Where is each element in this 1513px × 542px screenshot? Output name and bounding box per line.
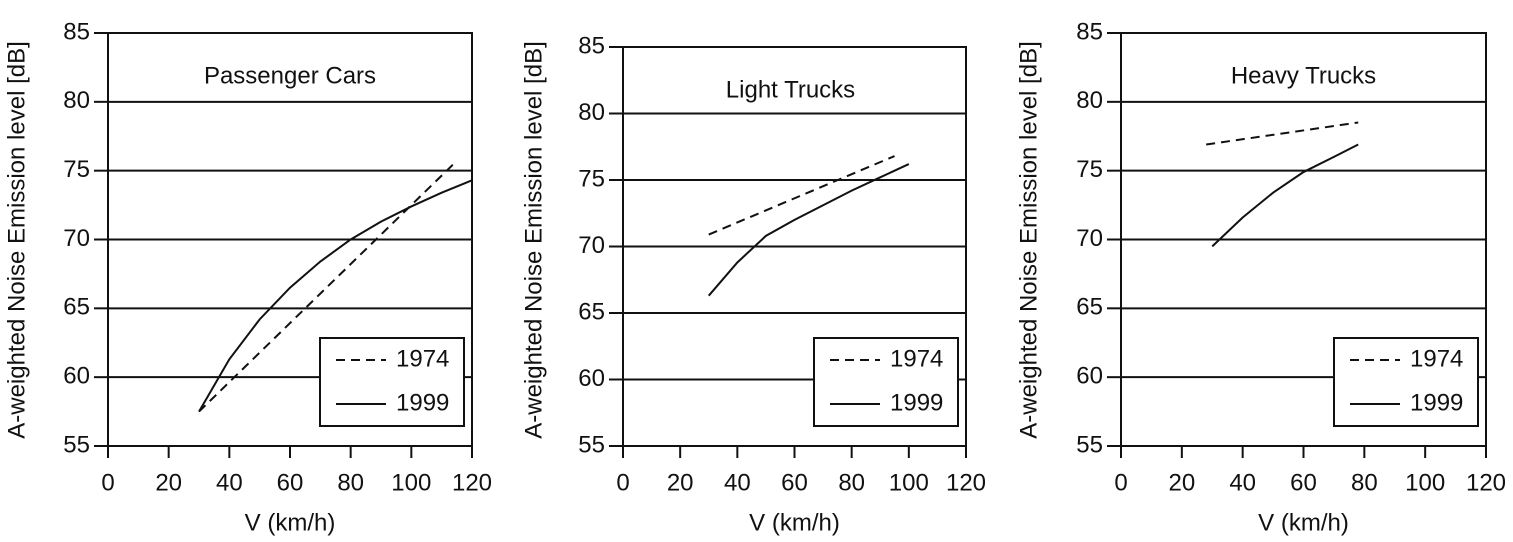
x-tick-label: 60 <box>1290 469 1317 496</box>
legend-label: 1999 <box>396 389 449 416</box>
series-line <box>198 179 473 413</box>
x-axis-label: V (km/h) <box>749 509 840 536</box>
x-tick-label: 0 <box>101 469 114 496</box>
legend-label: 1974 <box>396 345 449 372</box>
y-axis-label: A-weighted Noise Emission level [dB] <box>3 41 30 439</box>
legend-box <box>319 337 465 427</box>
y-tick-label: 70 <box>578 232 605 259</box>
plot-frame <box>107 32 473 447</box>
chart-title: Light Trucks <box>726 76 855 103</box>
y-tick-label: 80 <box>578 99 605 126</box>
plot-frame <box>1120 32 1487 447</box>
x-axis-label: V (km/h) <box>1258 509 1349 536</box>
y-tick-label: 55 <box>578 431 605 458</box>
x-tick-label: 40 <box>216 469 243 496</box>
legend-box <box>813 337 959 427</box>
x-axis-label: V (km/h) <box>245 509 336 536</box>
legend-box <box>1333 337 1479 427</box>
series-line <box>708 155 895 236</box>
series-line <box>1206 121 1359 146</box>
x-tick-label: 80 <box>838 469 865 496</box>
series-line <box>707 163 910 297</box>
y-tick-label: 80 <box>63 87 90 114</box>
y-tick-label: 85 <box>1076 18 1103 45</box>
y-axis-label: A-weighted Noise Emission level [dB] <box>1015 41 1042 439</box>
x-tick-label: 20 <box>1168 469 1195 496</box>
y-tick-label: 70 <box>63 225 90 252</box>
y-tick-label: 65 <box>1076 294 1103 321</box>
chart-panel: 55 60 65 70 75 80 85 0 20 40 60 80 100 120 Light Truck… <box>520 32 986 536</box>
x-tick-label: 20 <box>155 469 182 496</box>
x-tick-label: 0 <box>1114 469 1127 496</box>
x-tick-label: 120 <box>452 469 492 496</box>
y-tick-label: 65 <box>63 294 90 321</box>
y-tick-label: 75 <box>1076 156 1103 183</box>
chart-panel: 55 60 65 70 75 80 85 0 20 40 60 80 100 120 Passenger C… <box>3 18 492 536</box>
y-tick-label: 75 <box>578 165 605 192</box>
chart-panel: 55 60 65 70 75 80 85 0 20 40 60 80 100 120 Heavy Truck… <box>1015 18 1506 536</box>
x-tick-label: 0 <box>616 469 629 496</box>
x-tick-label: 60 <box>277 469 304 496</box>
x-tick-label: 40 <box>724 469 751 496</box>
x-tick-label: 60 <box>781 469 808 496</box>
chart-title: Heavy Trucks <box>1231 62 1376 89</box>
y-tick-label: 55 <box>1076 431 1103 458</box>
legend-label: 1974 <box>890 345 943 372</box>
x-tick-label: 100 <box>391 469 431 496</box>
y-tick-label: 60 <box>578 365 605 392</box>
y-tick-label: 75 <box>63 156 90 183</box>
x-tick-label: 80 <box>337 469 364 496</box>
plot-frame <box>622 46 967 447</box>
x-tick-label: 40 <box>1229 469 1256 496</box>
y-tick-label: 65 <box>578 298 605 325</box>
y-tick-label: 55 <box>63 431 90 458</box>
chart-title: Passenger Cars <box>204 62 376 89</box>
series-line <box>1211 143 1359 248</box>
y-tick-label: 70 <box>1076 225 1103 252</box>
y-tick-label: 85 <box>578 32 605 59</box>
y-axis-label: A-weighted Noise Emission level [dB] <box>520 41 547 439</box>
y-tick-label: 60 <box>1076 363 1103 390</box>
y-tick-label: 60 <box>63 363 90 390</box>
y-tick-label: 80 <box>1076 87 1103 114</box>
y-tick-label: 85 <box>63 18 90 45</box>
x-tick-label: 100 <box>1405 469 1445 496</box>
legend-label: 1999 <box>1410 389 1463 416</box>
x-tick-label: 120 <box>946 469 986 496</box>
x-tick-label: 100 <box>889 469 929 496</box>
x-tick-label: 120 <box>1466 469 1506 496</box>
x-tick-label: 80 <box>1351 469 1378 496</box>
legend-label: 1999 <box>890 389 943 416</box>
x-tick-label: 20 <box>667 469 694 496</box>
legend-label: 1974 <box>1410 345 1463 372</box>
